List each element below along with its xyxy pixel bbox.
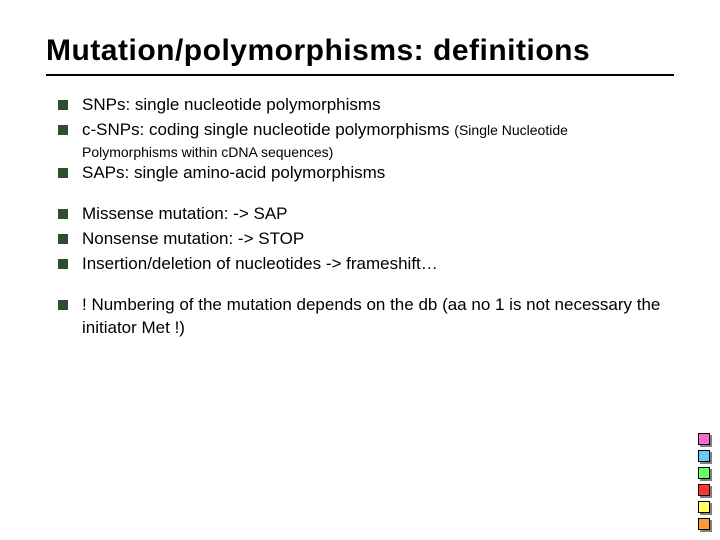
item-sub-text: (Single Nucleotide [454,122,568,138]
bullet-icon [58,168,68,178]
list-item: SNPs: single nucleotide polymorphisms [46,94,674,117]
item-main-text: c-SNPs: coding single nucleotide polymor… [82,120,450,139]
deco-square [698,433,712,447]
item-text: Insertion/deletion of nucleotides -> fra… [82,253,674,276]
list-item: Missense mutation: -> SAP [46,203,674,226]
title-rule [46,74,674,76]
list-item: SAPs: single amino-acid polymorphisms [46,162,674,185]
bullet-icon [58,100,68,110]
bullet-icon [58,125,68,135]
bullet-group-3: ! Numbering of the mutation depends on t… [46,294,674,340]
corner-decoration [698,433,712,532]
item-text: Missense mutation: -> SAP [82,203,674,226]
item-text: SNPs: single nucleotide polymorphisms [82,94,674,117]
item-text: Nonsense mutation: -> STOP [82,228,674,251]
slide: Mutation/polymorphisms: definitions SNPs… [0,0,720,340]
bullet-icon [58,300,68,310]
deco-square [698,518,712,532]
list-item: c-SNPs: coding single nucleotide polymor… [46,119,674,142]
bullet-icon [58,259,68,269]
bullet-group-1: SNPs: single nucleotide polymorphisms c-… [46,94,674,185]
deco-square [698,484,712,498]
bullet-icon [58,209,68,219]
item-text: SAPs: single amino-acid polymorphisms [82,162,674,185]
list-item: Insertion/deletion of nucleotides -> fra… [46,253,674,276]
bullet-group-2: Missense mutation: -> SAP Nonsense mutat… [46,203,674,276]
slide-title: Mutation/polymorphisms: definitions [46,34,674,68]
item-sub-continuation: Polymorphisms within cDNA sequences) [82,144,674,160]
deco-square [698,450,712,464]
deco-square [698,467,712,481]
list-item: ! Numbering of the mutation depends on t… [46,294,674,340]
deco-square [698,501,712,515]
list-item: Nonsense mutation: -> STOP [46,228,674,251]
bullet-icon [58,234,68,244]
item-text: ! Numbering of the mutation depends on t… [82,294,674,340]
item-text: c-SNPs: coding single nucleotide polymor… [82,119,674,142]
